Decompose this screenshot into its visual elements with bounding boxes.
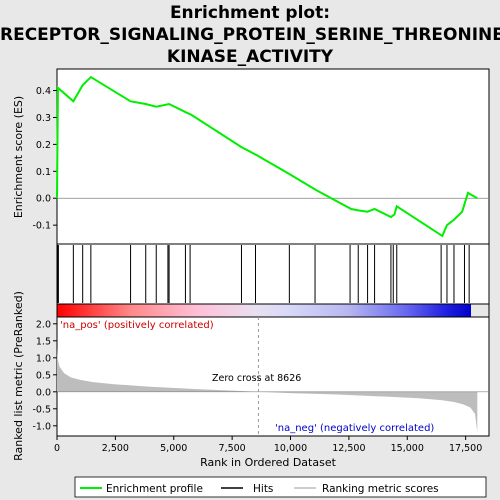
legend: Enrichment profile Hits Ranking metric s… (74, 476, 487, 498)
es-y-axis-label: Enrichment score (ES) (12, 96, 25, 218)
metric-y-ticks: -1.0 -0.5 0.0 0.5 1.0 1.5 2.0 (32, 319, 57, 432)
title-line-2: RECEPTOR_SIGNALING_PROTEIN_SERINE_THREON… (0, 25, 500, 45)
x-axis-label: Rank in Ordered Dataset (200, 456, 337, 469)
es-panel (56, 68, 490, 245)
na-neg-label: 'na_neg' (negatively correlated) (275, 423, 434, 434)
x-tick-label: 12,500 (332, 443, 365, 454)
x-tick-label: 17,500 (449, 443, 482, 454)
metric-panel (56, 316, 490, 437)
hits-panel (56, 243, 490, 305)
zero-cross-label: Zero cross at 8626 (212, 373, 301, 384)
legend-box (74, 476, 487, 498)
legend-hits-label: Hits (253, 483, 273, 495)
es-y-tick-label: 0.4 (36, 86, 51, 97)
x-axis-ticks: 0 2,500 5,000 7,500 10,000 12,500 15,000 17,500 (54, 436, 482, 454)
title-line-1: Enrichment plot: (169, 3, 331, 23)
x-tick-label: 15,000 (391, 443, 424, 454)
metric-y-tick-label: 1.5 (36, 336, 51, 347)
ranking-metric-area (57, 347, 478, 432)
chart-title: Enrichment plot: RECEPTOR_SIGNALING_PROT… (0, 2, 500, 68)
metric-y-tick-label: 1.0 (36, 353, 51, 364)
x-tick-label: 0 (54, 443, 60, 454)
x-tick-label: 10,000 (274, 443, 307, 454)
x-tick-label: 7,500 (219, 443, 246, 454)
es-y-tick-label: -0.1 (32, 221, 51, 232)
metric-y-tick-label: -1.0 (32, 421, 51, 432)
hit-markers (56, 245, 470, 303)
enrichment-profile-line (56, 75, 478, 238)
es-y-tick-label: 0.0 (36, 194, 51, 205)
rank-gradient-band (57, 304, 471, 317)
metric-y-tick-label: 2.0 (36, 319, 51, 330)
legend-ranking-label: Ranking metric scores (322, 483, 439, 495)
es-y-tick-label: 0.1 (36, 167, 51, 178)
title-line-3: KINASE_ACTIVITY (166, 47, 334, 67)
na-pos-label: 'na_pos' (positively correlated) (60, 320, 214, 331)
metric-y-tick-label: -0.5 (32, 404, 51, 415)
metric-y-tick-label: 0.0 (36, 387, 51, 398)
es-y-tick-label: 0.2 (36, 140, 51, 151)
metric-y-axis-label: Ranked list metric (PreRanked) (12, 291, 25, 461)
metric-y-tick-label: 0.5 (36, 370, 51, 381)
x-tick-label: 5,000 (160, 443, 187, 454)
es-y-tick-label: 0.3 (36, 113, 51, 124)
es-y-ticks: -0.1 0.0 0.1 0.2 0.3 0.4 (32, 86, 57, 232)
legend-enrichment-label: Enrichment profile (106, 483, 203, 495)
x-tick-label: 2,500 (102, 443, 129, 454)
